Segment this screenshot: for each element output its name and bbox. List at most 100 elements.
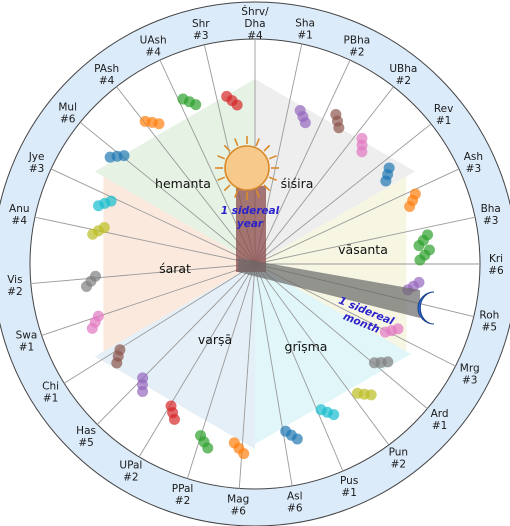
marker-jye [92, 200, 104, 212]
ray-jye [50, 168, 256, 265]
label-line: UPal [119, 460, 142, 472]
label-mul: Mul #6 [58, 101, 77, 125]
ray-pun [254, 263, 390, 446]
sun-ray [217, 155, 226, 160]
marker-dha [221, 90, 233, 102]
ray-anu [34, 216, 256, 265]
marker-pus [328, 409, 340, 421]
ray-pash [116, 86, 256, 265]
label-line: #4 [12, 215, 28, 227]
label-line: Roh [479, 309, 499, 321]
marker-bha [422, 229, 434, 241]
sun-ray [223, 144, 231, 152]
label-line: #3 [462, 374, 477, 386]
label-line: Mag [227, 493, 249, 505]
marker-pash [139, 115, 151, 127]
marker-has [137, 386, 149, 398]
marker-roh [413, 276, 425, 288]
label-hrv: Śhrv/Dha #4 [241, 5, 269, 42]
sun-icon [215, 136, 279, 200]
label-line: Jye [28, 151, 45, 163]
label-line: PBha [344, 35, 371, 47]
label-pbha: PBha #2 [344, 35, 371, 59]
ray-chi [63, 263, 256, 384]
ray-bha [254, 216, 476, 265]
label-line: Anu [9, 203, 30, 215]
marker-mag [238, 448, 250, 460]
label-upal: UPal #2 [119, 460, 142, 484]
label-line: UAsh [140, 35, 167, 47]
label-chi: Chi #1 [42, 381, 59, 405]
crescent-moon-icon [417, 291, 435, 325]
label-line: #4 [145, 47, 161, 59]
marker-mul [104, 151, 116, 163]
label-line: #2 [123, 472, 138, 484]
ray-pus [254, 263, 344, 472]
label-line: #6 [287, 503, 303, 515]
label-mrg: Mrg #3 [460, 362, 480, 386]
label-line: #1 [341, 487, 356, 499]
marker-chi [111, 357, 123, 369]
marker-ubha [356, 132, 368, 144]
label-roh: Roh #5 [479, 309, 499, 333]
ray-pbha [254, 59, 351, 265]
label-kri: Kri #6 [488, 253, 504, 277]
label-ash: Ash #3 [464, 151, 483, 175]
label-pus: Pus #1 [340, 475, 358, 499]
sun-ray [268, 176, 277, 181]
label-line: Shr [192, 18, 210, 30]
ray-ash [254, 168, 460, 265]
marker-ppal [202, 442, 214, 454]
label-has: Has #5 [76, 425, 96, 449]
year-note: 1 sidereal year [221, 205, 280, 230]
marker-sha [294, 105, 306, 117]
sun-ray [263, 184, 271, 192]
label-line: PPal [172, 483, 194, 495]
label-line: Pus [340, 475, 358, 487]
label-line: Dha [244, 18, 265, 30]
season-labels: hemanta śiśira vāsanta grīṣma varṣā śarat [155, 176, 388, 354]
season-sectors [94, 79, 416, 449]
label-line: Mul [58, 101, 77, 113]
season-sarat: śarat [159, 261, 191, 276]
label-line: Mrg [460, 362, 480, 374]
season-varsa: varṣā [198, 332, 232, 347]
label-line: #5 [78, 437, 93, 449]
label-jye: Jye #3 [28, 151, 45, 175]
label-mag: Mag #6 [227, 493, 249, 517]
label-line: Swa [16, 329, 38, 341]
season-sisira: śiśira [281, 176, 314, 191]
marker-kri [423, 244, 435, 256]
marker-pbha [330, 108, 342, 120]
label-line: #6 [488, 265, 504, 277]
label-line: #3 [466, 163, 481, 175]
year-note-line: year [237, 218, 264, 230]
label-anu: Anu #4 [9, 203, 30, 227]
label-line: Ash [464, 151, 483, 163]
sector-hemanta [94, 79, 255, 264]
sun-ray [263, 144, 271, 152]
marker-mrg [392, 323, 404, 335]
sector-varsha [94, 264, 255, 449]
marker-swa [86, 322, 98, 334]
ray-vis [30, 263, 256, 285]
label-line: #2 [391, 459, 406, 471]
label-line: Pun [389, 447, 408, 459]
label-line: #1 [432, 420, 447, 432]
label-rev: Rev #1 [434, 103, 454, 127]
label-line: #2 [175, 495, 190, 507]
sun-ray [217, 176, 226, 181]
label-line: #1 [19, 341, 34, 353]
sun-ray [234, 138, 239, 147]
sun-ray [255, 189, 260, 198]
label-line: #1 [297, 29, 312, 41]
label-pash: PAsh #4 [94, 63, 119, 87]
season-hemanta: hemanta [155, 176, 211, 191]
label-uash: UAsh #4 [140, 35, 167, 59]
label-line: PAsh [94, 63, 119, 75]
label-line: Bha [481, 203, 501, 215]
label-bha: Bha #3 [481, 203, 501, 227]
label-line: Śhrv/ [241, 5, 269, 18]
